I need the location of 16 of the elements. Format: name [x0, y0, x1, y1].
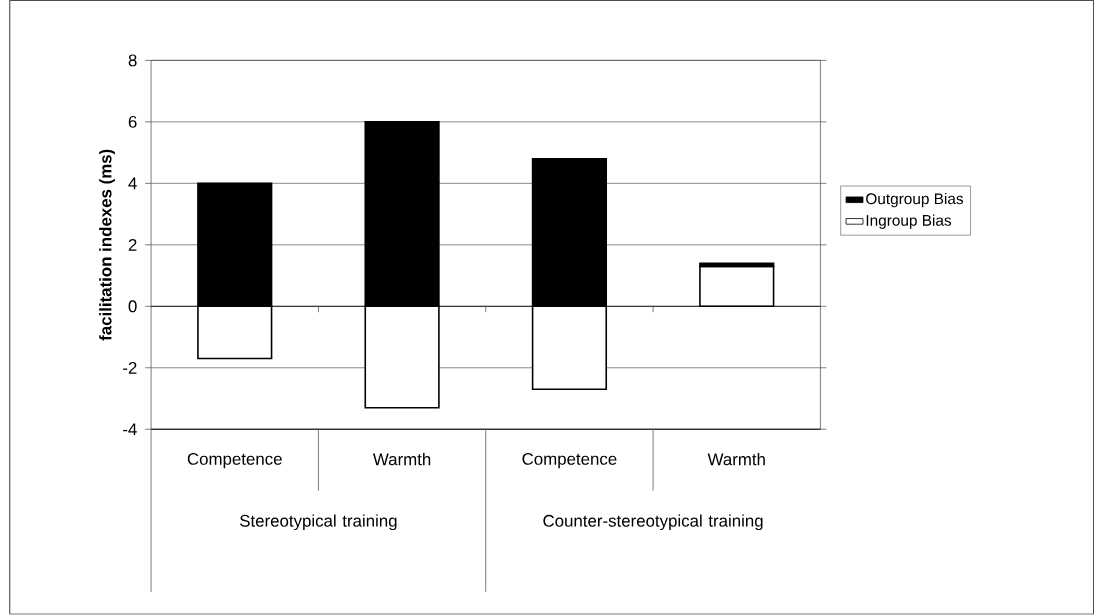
- y-tick-label: 0: [128, 300, 137, 313]
- text: Stereotypical training: [240, 514, 397, 531]
- y-tick-label: 4: [128, 177, 137, 190]
- y-tick-label: 2: [128, 239, 137, 251]
- x-tick-label: Warmth: [372, 453, 431, 466]
- legend-label: Outgroup Bias: [866, 193, 964, 208]
- y-axis-title: facilitation indexes (ms): [99, 149, 115, 341]
- y-tick-label: -2: [123, 362, 137, 374]
- text: Counter-stereotypical training: [543, 514, 763, 531]
- y-tick-label: -4: [123, 423, 137, 436]
- x-tick-label: Competence: [187, 453, 282, 469]
- x-tick-label: Warmth: [707, 453, 765, 466]
- y-tick-label: 8: [128, 54, 137, 67]
- y-tick-label: 6: [128, 116, 137, 129]
- legend-label: Ingroup Bias: [866, 214, 952, 230]
- x-tick-label: Competence: [522, 453, 617, 469]
